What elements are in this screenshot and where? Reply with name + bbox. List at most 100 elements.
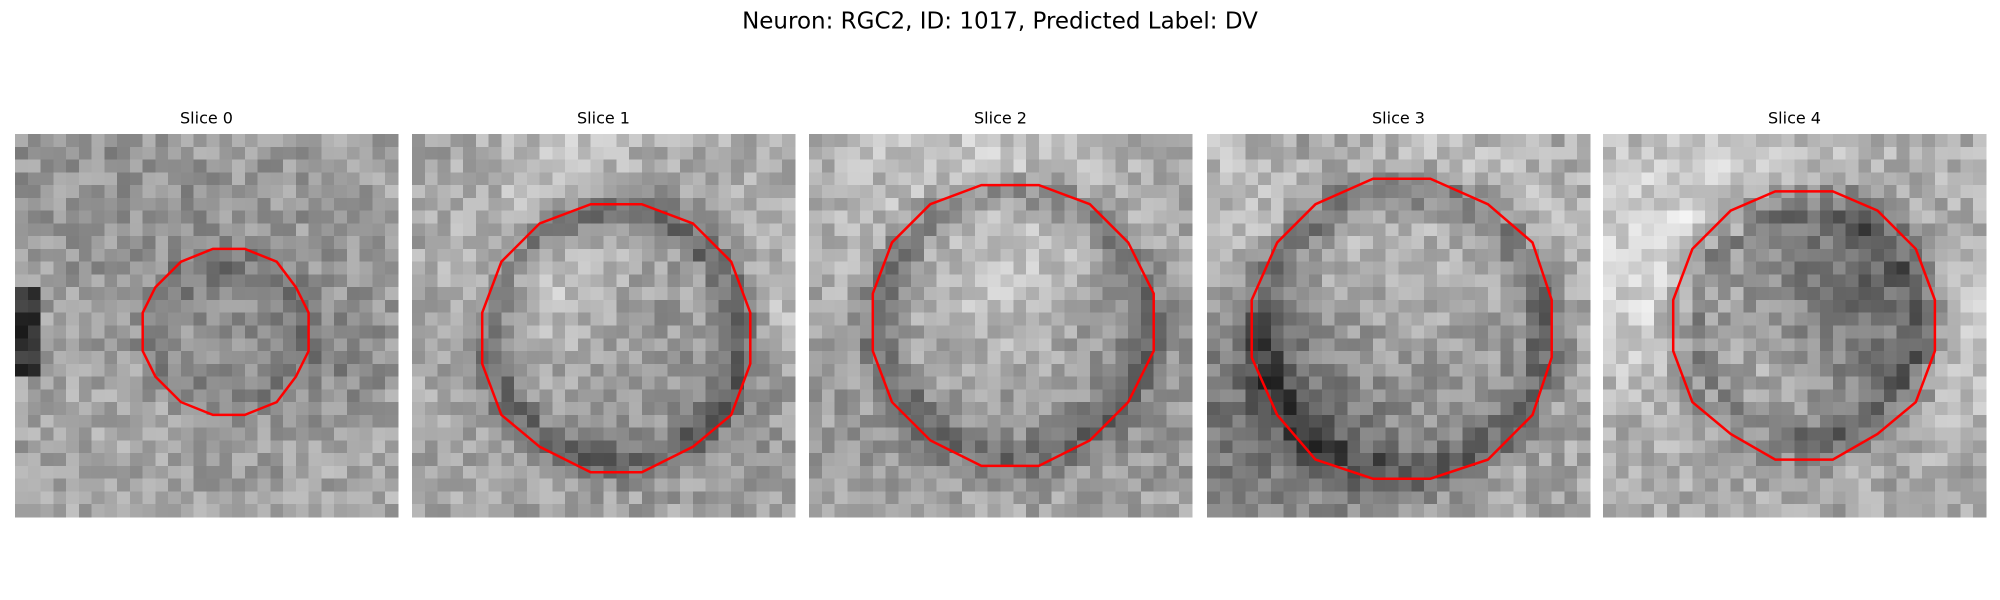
pixel	[1487, 427, 1501, 441]
pixel	[450, 427, 464, 441]
pixel	[1756, 427, 1770, 441]
pixel	[219, 159, 233, 173]
pixel	[860, 197, 874, 211]
pixel	[1232, 402, 1246, 416]
pixel	[834, 134, 848, 148]
pixel	[1781, 274, 1795, 288]
pixel	[1513, 185, 1527, 199]
pixel	[974, 197, 989, 211]
pixel	[91, 389, 105, 403]
pixel	[1705, 389, 1719, 403]
pixel	[488, 185, 502, 199]
pixel	[974, 363, 989, 377]
pixel	[1756, 402, 1770, 416]
pixel	[1820, 134, 1834, 148]
pixel	[821, 453, 835, 467]
pixel	[1245, 172, 1259, 186]
pixel	[872, 172, 886, 186]
pixel	[1705, 504, 1719, 518]
pixel	[1102, 274, 1116, 288]
pixel	[180, 223, 195, 237]
pixel	[885, 351, 899, 365]
pixel	[603, 210, 617, 224]
pixel	[1487, 248, 1501, 262]
pixel	[1258, 134, 1272, 148]
pixel	[680, 389, 694, 403]
pixel	[1730, 427, 1744, 441]
pixel	[974, 248, 989, 262]
pixel	[1013, 197, 1027, 211]
pixel	[1871, 504, 1885, 518]
pixel	[809, 453, 823, 467]
pixel	[1309, 261, 1323, 275]
pixel	[654, 172, 668, 186]
pixel	[526, 478, 540, 492]
pixel	[1296, 453, 1310, 467]
pixel	[1424, 427, 1438, 441]
pixel	[475, 185, 489, 199]
pixel	[692, 351, 706, 365]
pixel	[949, 478, 963, 492]
pixel	[974, 172, 989, 186]
pixel	[244, 453, 258, 467]
pixel	[1551, 172, 1565, 186]
pixel	[641, 440, 655, 454]
pixel	[718, 389, 732, 403]
pixel	[321, 197, 335, 211]
pixel	[450, 440, 464, 454]
pixel	[1283, 287, 1297, 301]
pixel	[743, 453, 757, 467]
pixel	[450, 351, 464, 365]
pixel	[142, 159, 156, 173]
pixel	[1717, 248, 1731, 262]
pixel	[437, 402, 451, 416]
pixel	[1500, 414, 1514, 428]
pixel	[1102, 453, 1116, 467]
pixel	[872, 248, 886, 262]
pixel	[1283, 248, 1297, 262]
pixel	[129, 134, 143, 148]
pixel	[1232, 261, 1246, 275]
pixel	[1077, 172, 1091, 186]
pixel	[232, 325, 246, 339]
pixel	[1820, 465, 1834, 479]
pixel	[270, 299, 284, 314]
pixel	[40, 453, 54, 467]
pixel	[1781, 478, 1795, 492]
pixel	[142, 146, 156, 160]
pixel	[1283, 299, 1297, 314]
pixel	[206, 351, 220, 365]
pixel	[603, 274, 617, 288]
pixel	[949, 287, 963, 301]
pixel	[1896, 465, 1910, 479]
pixel	[180, 389, 195, 403]
pixel	[463, 159, 477, 173]
pixel	[155, 363, 169, 377]
pixel	[1296, 159, 1310, 173]
pixel	[1947, 325, 1961, 339]
pixel	[1743, 312, 1757, 326]
pixel	[821, 363, 835, 377]
pixel	[1692, 478, 1706, 492]
pixel	[1424, 325, 1438, 339]
pixel	[1705, 351, 1719, 365]
pixel	[437, 440, 451, 454]
pixel	[1820, 172, 1834, 186]
pixel	[15, 465, 29, 479]
pixel	[1628, 185, 1642, 199]
pixel	[1207, 376, 1221, 390]
pixel	[949, 491, 963, 505]
pixel	[1064, 248, 1078, 262]
pixel	[1973, 504, 1987, 518]
pixel	[1128, 287, 1142, 301]
pixel	[219, 363, 233, 377]
pixel	[1743, 236, 1757, 250]
pixel	[743, 261, 757, 275]
pixel	[898, 236, 912, 250]
slice-image	[412, 134, 796, 518]
pixel	[168, 491, 182, 505]
pixel	[1475, 287, 1489, 301]
pixel	[463, 197, 477, 211]
pixel	[1283, 504, 1297, 518]
pixel	[821, 134, 835, 148]
